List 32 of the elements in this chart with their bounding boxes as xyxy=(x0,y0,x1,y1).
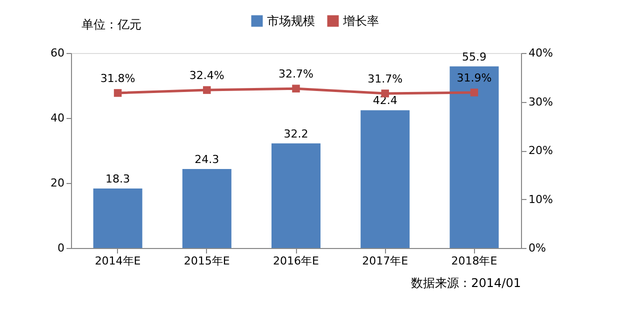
y2-tick-label: 0% xyxy=(528,242,546,254)
data-label: 32.7% xyxy=(278,68,314,81)
x-tick-label: 2018年E xyxy=(451,254,498,268)
y-tick-label: 20 xyxy=(50,176,64,190)
bar xyxy=(271,143,321,248)
data-label: 32.2 xyxy=(284,127,308,140)
x-tick-label: 2014年E xyxy=(94,254,141,268)
bar xyxy=(182,169,232,248)
source-note: 数据来源：2014/01 xyxy=(411,276,521,290)
data-label: 31.8% xyxy=(100,72,136,85)
bar xyxy=(93,188,142,248)
data-label: 24.3 xyxy=(194,153,220,166)
data-label: 32.4% xyxy=(189,69,224,82)
data-label: 55.9 xyxy=(462,50,486,64)
y2-tick-label: 30% xyxy=(528,95,553,108)
y-tick-label: 40 xyxy=(50,112,64,124)
x-tick-label: 2016年E xyxy=(273,254,320,268)
x-tick-label: 2017年E xyxy=(362,254,408,268)
y2-tick-label: 10% xyxy=(528,192,553,206)
y-tick-label: 0 xyxy=(58,242,64,254)
data-label: 31.9% xyxy=(456,71,492,84)
bar xyxy=(450,66,499,248)
y2-tick-label: 20% xyxy=(528,144,553,157)
y-tick-label: 60 xyxy=(50,46,64,60)
y-axis-title: 单位：亿元 xyxy=(82,18,142,32)
y2-tick-label: 40% xyxy=(528,46,553,60)
x-tick-label: 2015年E xyxy=(184,254,230,268)
legend-label: 增长率 xyxy=(342,14,379,28)
bar xyxy=(360,110,410,248)
data-label: 31.7% xyxy=(368,72,403,86)
legend-label: 市场规模 xyxy=(267,14,315,28)
data-label: 18.3 xyxy=(106,172,130,186)
